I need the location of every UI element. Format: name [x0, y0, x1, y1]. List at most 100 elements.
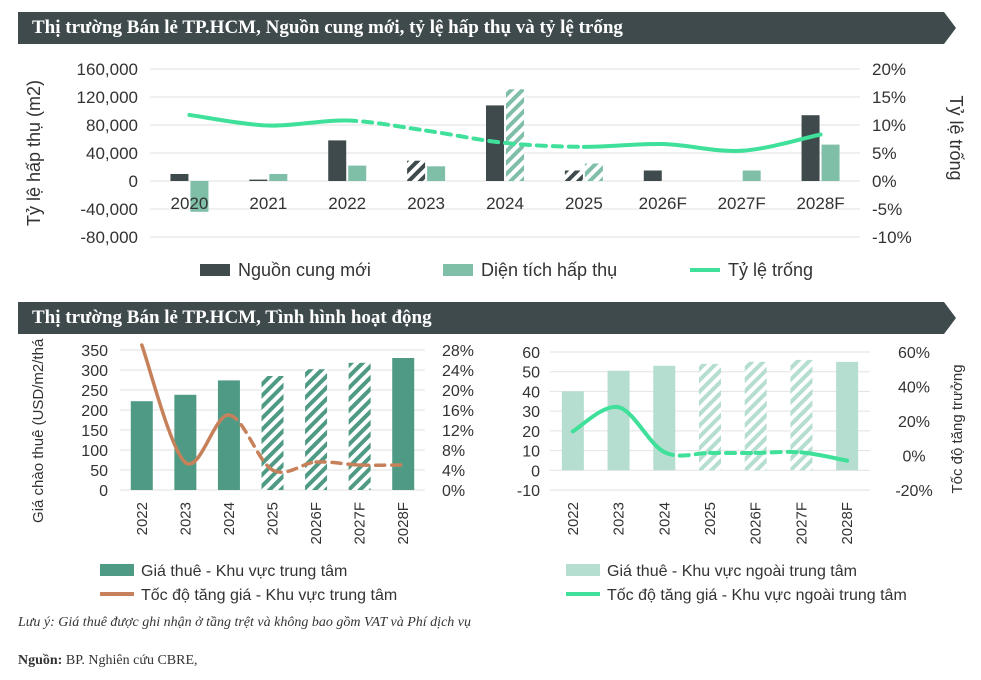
x-tick-label: 2027F: [718, 194, 766, 213]
bar-absorption: [190, 181, 209, 212]
bar-absorption: [269, 174, 288, 181]
chart-title-bottom: Thị trường Bán lẻ TP.HCM, Tình hình hoạt…: [18, 302, 956, 334]
y2-tick-label: 16%: [442, 403, 474, 420]
legend-swatch-outer-rent: [566, 564, 600, 576]
central-growth-line-segment: [314, 460, 362, 467]
x-tick-label: 2021: [249, 194, 287, 213]
y-tick-label: 350: [81, 343, 108, 360]
bar-central-rent: [217, 380, 240, 490]
y2-tick-label: 28%: [442, 343, 474, 360]
y-tick-label: 80,000: [86, 116, 138, 135]
y-tick-label: 40,000: [86, 144, 138, 163]
y2-axis-label: Tỷ lệ trống: [946, 95, 966, 180]
x-tick-label: 2022: [134, 502, 151, 535]
bar-absorption: [584, 163, 603, 181]
footnote: Lưu ý: Giá thuê được ghi nhận ở tầng trệ…: [18, 615, 472, 630]
bar-new-supply: [643, 170, 662, 181]
central-growth-line-segment: [270, 460, 318, 474]
y-tick-label: 120,000: [77, 88, 138, 107]
bar-new-supply: [407, 160, 426, 181]
y2-tick-label: 40%: [898, 380, 930, 397]
bar-outer-rent: [836, 361, 859, 471]
bar-central-rent: [348, 362, 371, 490]
bar-outer-rent: [699, 363, 721, 471]
bar-new-supply: [328, 140, 347, 181]
x-tick-label: 2027F: [352, 502, 369, 545]
y-tick-label: 40: [522, 384, 540, 401]
y-tick-label: -10: [517, 483, 540, 500]
vacancy-line-segment: [345, 118, 429, 133]
y-tick-label: 0: [129, 172, 138, 191]
y2-tick-label: 0%: [902, 449, 925, 466]
y-tick-label: 150: [81, 423, 108, 440]
x-tick-label: 2028F: [395, 502, 412, 545]
outer-growth-line-segment: [616, 405, 667, 455]
y2-tick-label: 8%: [442, 443, 465, 460]
outer-growth-line-segment: [799, 450, 850, 463]
y2-tick-label: 60%: [898, 345, 930, 362]
y-tick-label: 250: [81, 383, 108, 400]
x-tick-label: 2026F: [308, 502, 325, 545]
legend-label-central-growth: Tốc độ tăng giá - Khu vực trung tâm: [141, 587, 397, 604]
x-tick-label: 2023: [611, 502, 628, 535]
outer-growth-line-segment: [570, 405, 621, 434]
outer-growth-line-segment: [753, 449, 804, 455]
legend-label-outer-rent: Giá thuê - Khu vực ngoài trung tâm: [607, 563, 857, 580]
vacancy-line-segment: [266, 118, 350, 128]
y2-tick-label: 0%: [442, 483, 465, 500]
vacancy-line-segment: [424, 128, 507, 145]
bar-central-rent: [261, 376, 284, 490]
bar-absorption: [506, 89, 524, 181]
x-tick-label: 2022: [565, 502, 582, 535]
outer-growth-line-segment: [662, 450, 712, 458]
chart-title-top: Thị trường Bán lẻ TP.HCM, Nguồn cung mới…: [18, 12, 956, 44]
y-tick-label: -80,000: [80, 228, 138, 247]
vacancy-line-segment: [739, 132, 823, 153]
x-tick-label: 2025: [702, 502, 719, 535]
bar-absorption: [348, 165, 367, 181]
x-tick-label: 2022: [328, 194, 366, 213]
y2-tick-label: 24%: [442, 363, 474, 380]
bar-outer-rent: [744, 361, 767, 471]
bar-central-rent: [174, 394, 197, 490]
bottom-left-chart: 0 50 100 150 200 250 300 350 0% 4% 8% 12% 16% 20% 24% 2…: [30, 338, 474, 604]
bar-outer-rent: [790, 359, 813, 471]
x-tick-label: 2026F: [639, 194, 687, 213]
y2-tick-label: 20%: [898, 414, 930, 431]
y2-tick-label: 4%: [442, 463, 465, 480]
legend-swatch-central-rent: [100, 564, 134, 576]
x-tick-label: 2025: [565, 194, 603, 213]
legend-label-absorption: Diện tích hấp thụ: [481, 260, 617, 280]
source-label: Nguồn:: [18, 653, 63, 668]
x-tick-label: 2023: [177, 502, 194, 535]
y-tick-label: 100: [81, 443, 108, 460]
x-tick-label: 2027F: [793, 502, 810, 545]
bar-new-supply: [564, 170, 583, 181]
bar-central-rent: [130, 401, 153, 490]
y-tick-label: 200: [81, 403, 108, 420]
y-axis-label: Tỷ lệ hấp thụ (m2): [24, 80, 44, 226]
x-tick-label: 2024: [656, 502, 673, 535]
vacancy-line-segment: [187, 112, 271, 128]
bar-new-supply: [801, 115, 820, 181]
y2-tick-label: 20%: [872, 60, 906, 79]
y2-tick-label: 10%: [872, 116, 906, 135]
y-tick-label: 20: [522, 424, 540, 441]
y-tick-label: 30: [522, 404, 540, 421]
y2-tick-label: -10%: [872, 228, 912, 247]
vacancy-line-segment: [581, 141, 665, 149]
y-tick-label: 60: [522, 345, 540, 362]
vacancy-line-segment: [503, 140, 586, 149]
x-tick-label: 2028F: [839, 502, 856, 545]
bar-outer-rent: [653, 365, 676, 471]
y-axis-label: Giá chào thuê (USD/m2/tháng): [30, 338, 47, 523]
legend-label-vacancy: Tỷ lệ trống: [728, 260, 813, 280]
y2-tick-label: 12%: [442, 423, 474, 440]
y-tick-label: 0: [99, 483, 108, 500]
y-tick-label: -40,000: [80, 200, 138, 219]
bar-outer-rent: [607, 370, 630, 471]
x-tick-label: 2024: [486, 194, 524, 213]
x-tick-label: 2024: [221, 502, 238, 535]
source-text: BP. Nghiên cứu CBRE,: [62, 653, 198, 668]
y2-tick-label: 5%: [872, 144, 897, 163]
